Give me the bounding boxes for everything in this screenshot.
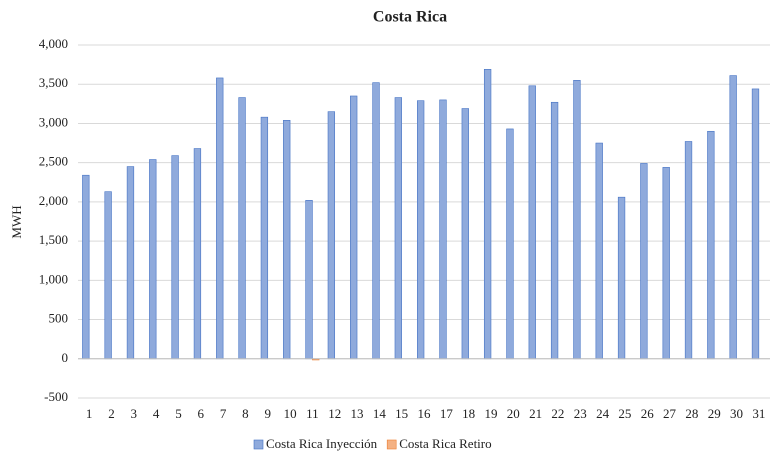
x-tick-label: 20: [507, 406, 520, 421]
x-tick-label: 27: [663, 406, 677, 421]
bar: [595, 142, 603, 360]
y-tick-label: 3,500: [39, 75, 68, 90]
x-tick-label: 26: [641, 406, 655, 421]
x-tick-label: 15: [395, 406, 408, 421]
bar: [82, 174, 90, 360]
y-tick-label: 2,500: [39, 154, 68, 169]
x-tick-label: 25: [618, 406, 631, 421]
bar: [350, 95, 358, 360]
bar: [461, 108, 469, 360]
bar: [707, 130, 715, 360]
bar: [617, 196, 626, 360]
bar: [751, 88, 760, 360]
x-tick-label: 13: [351, 406, 364, 421]
bar: [193, 148, 202, 360]
y-axis-title: MWH: [9, 205, 24, 238]
x-tick-label: 2: [108, 406, 115, 421]
legend-label: Costa Rica Inyección: [266, 436, 378, 451]
bar: [573, 80, 581, 360]
x-tick-label: 1: [86, 406, 93, 421]
x-tick-label: 24: [596, 406, 610, 421]
x-tick-label: 17: [440, 406, 454, 421]
chart-title: Costa Rica: [373, 9, 447, 26]
y-tick-label: -500: [44, 389, 68, 404]
bar: [238, 97, 246, 360]
bar: [528, 85, 536, 360]
bar: [171, 155, 179, 360]
bar: [104, 191, 112, 360]
x-tick-label: 6: [198, 406, 205, 421]
bar: [662, 167, 670, 360]
x-tick-label: 9: [264, 406, 271, 421]
x-tick-label: 28: [685, 406, 698, 421]
y-tick-label: 0: [62, 350, 69, 365]
y-tick-label: 3,000: [39, 114, 68, 129]
x-tick-label: 14: [373, 406, 387, 421]
x-tick-label: 23: [574, 406, 587, 421]
bar: [439, 99, 447, 360]
y-tick-label: 4,000: [39, 36, 68, 51]
x-tick-label: 31: [752, 406, 765, 421]
bar: [260, 116, 269, 360]
bar: [305, 200, 313, 360]
x-tick-label: 4: [153, 406, 160, 421]
x-tick-label: 8: [242, 406, 249, 421]
x-tick-label: 19: [484, 406, 497, 421]
y-tick-label: 1,500: [39, 232, 68, 247]
bar: [550, 101, 559, 360]
bar: [417, 100, 425, 360]
bar: [506, 128, 514, 360]
bar: [372, 82, 380, 360]
bar: [327, 111, 336, 360]
x-tick-label: 3: [131, 406, 138, 421]
x-tick-label: 18: [462, 406, 475, 421]
x-tick-label: 12: [328, 406, 341, 421]
x-tick-label: 22: [551, 406, 564, 421]
x-tick-label: 30: [730, 406, 743, 421]
y-tick-label: 500: [49, 311, 69, 326]
x-tick-label: 11: [306, 406, 319, 421]
x-tick-label: 21: [529, 406, 542, 421]
x-tick-label: 29: [708, 406, 721, 421]
legend-swatch: [386, 439, 397, 450]
bar: [283, 120, 291, 360]
bar: [394, 97, 402, 360]
x-tick-label: 16: [418, 406, 432, 421]
bar: [729, 75, 737, 360]
y-tick-label: 1,000: [39, 271, 68, 286]
legend-swatch: [253, 439, 264, 450]
x-tick-label: 7: [220, 406, 227, 421]
bar: [684, 141, 693, 360]
bar: [216, 77, 224, 360]
bar: [126, 166, 135, 360]
y-tick-label: 2,000: [39, 193, 68, 208]
legend-label: Costa Rica Retiro: [399, 436, 491, 451]
bar: [483, 69, 492, 360]
bar: [640, 163, 648, 360]
bar: [149, 159, 157, 360]
x-tick-label: 10: [284, 406, 297, 421]
x-tick-label: 5: [175, 406, 182, 421]
